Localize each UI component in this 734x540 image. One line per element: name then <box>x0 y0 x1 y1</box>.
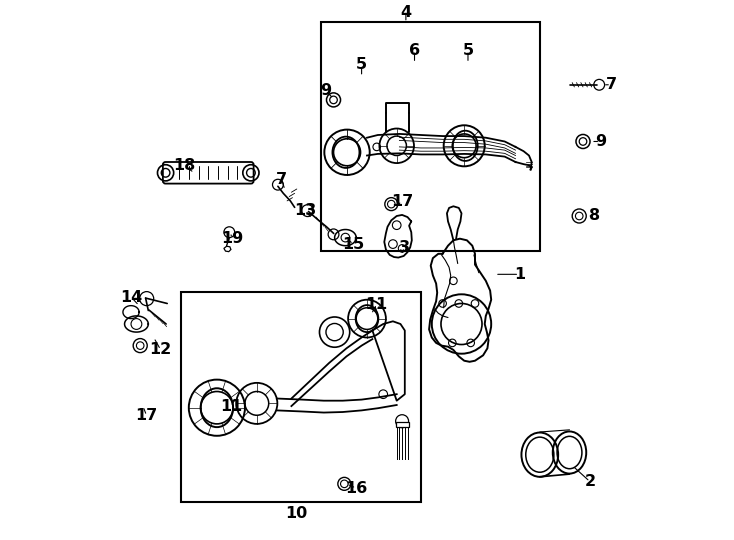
Text: 6: 6 <box>409 43 420 58</box>
Text: 5: 5 <box>462 43 473 58</box>
Bar <box>321 22 539 251</box>
Text: 15: 15 <box>342 237 365 252</box>
Text: 8: 8 <box>589 208 600 224</box>
Text: 4: 4 <box>400 5 412 20</box>
Text: 19: 19 <box>221 231 243 246</box>
Text: 16: 16 <box>345 481 367 496</box>
Text: 3: 3 <box>399 240 410 255</box>
Polygon shape <box>224 246 231 252</box>
Text: 10: 10 <box>286 505 308 521</box>
Text: 11: 11 <box>219 399 242 414</box>
Text: 17: 17 <box>391 194 413 209</box>
Text: 2: 2 <box>584 474 595 489</box>
Text: 7: 7 <box>276 172 287 187</box>
Text: 13: 13 <box>294 203 316 218</box>
Text: 9: 9 <box>321 83 332 98</box>
Bar <box>181 292 421 502</box>
Text: 14: 14 <box>120 289 142 305</box>
Text: 11: 11 <box>366 296 388 312</box>
Text: 9: 9 <box>595 134 606 149</box>
Text: 7: 7 <box>606 77 617 92</box>
Text: 1: 1 <box>514 267 525 282</box>
Text: 12: 12 <box>150 342 172 357</box>
Text: 17: 17 <box>136 408 158 423</box>
Text: 18: 18 <box>173 158 195 173</box>
Text: 5: 5 <box>356 57 367 72</box>
Bar <box>396 422 409 427</box>
FancyBboxPatch shape <box>163 162 254 184</box>
